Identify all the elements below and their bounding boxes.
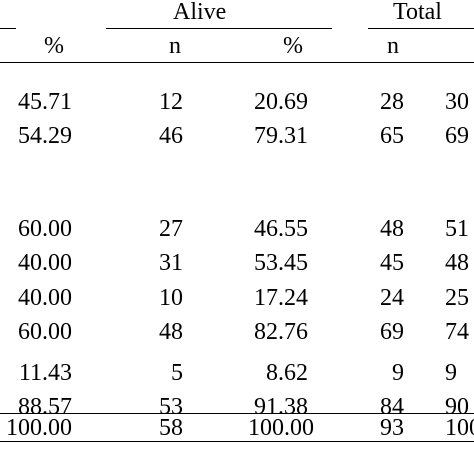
header-rule-left xyxy=(0,28,16,30)
table-cell: 10 xyxy=(159,285,183,311)
total-rule xyxy=(0,413,474,415)
table-cell: 48 xyxy=(445,250,469,276)
header-alive: Alive xyxy=(173,0,227,25)
table-cell: 40.00 xyxy=(18,285,72,311)
col-percent-alive: % xyxy=(283,33,303,59)
bottom-rule xyxy=(0,441,474,443)
table-cell: 46.55 xyxy=(254,216,308,242)
table-cell: 69 xyxy=(380,319,404,345)
table-cell: 9 xyxy=(392,360,404,386)
table-cell: 69 xyxy=(445,123,469,149)
table-cell: 88.57 xyxy=(18,394,72,420)
table-cell: 31 xyxy=(159,250,183,276)
header-rule-alive xyxy=(106,28,332,30)
total-cell: 58 xyxy=(159,415,183,441)
table-cell: 53 xyxy=(159,394,183,420)
table-cell: 40.00 xyxy=(18,250,72,276)
col-percent-dead: % xyxy=(44,33,64,59)
total-cell: 93 xyxy=(380,415,404,441)
table-cell: 53.45 xyxy=(254,250,308,276)
table-cell: 48 xyxy=(159,319,183,345)
table-cell: 27 xyxy=(159,216,183,242)
table-cell: 17.24 xyxy=(254,285,308,311)
table-cell: 30 xyxy=(445,89,469,115)
table-cell: 5 xyxy=(171,360,183,386)
table-cell: 46 xyxy=(159,123,183,149)
table-cell: 90 xyxy=(445,394,469,420)
table-cell: 91.38 xyxy=(254,394,308,420)
header-total: Total xyxy=(393,0,442,25)
table-cell: 11.43 xyxy=(18,360,72,386)
table-cell: 84 xyxy=(380,394,404,420)
table-cell: 28 xyxy=(380,89,404,115)
col-n-total: n xyxy=(387,33,399,59)
table-cell: 20.69 xyxy=(254,89,308,115)
table-cell: 79.31 xyxy=(254,123,308,149)
total-cell: 100.00 xyxy=(6,415,72,441)
table-cell: 45.71 xyxy=(18,89,72,115)
table-cell: 65 xyxy=(380,123,404,149)
table-cell: 8.62 xyxy=(266,360,308,386)
table-cell: 24 xyxy=(380,285,404,311)
table-cell: 82.76 xyxy=(254,319,308,345)
table-cell: 12 xyxy=(159,89,183,115)
total-cell: 100.00 xyxy=(248,415,314,441)
table-cell: 54.29 xyxy=(18,123,72,149)
table-cell: 48 xyxy=(380,216,404,242)
table-cell: 25 xyxy=(445,285,469,311)
table-cell: 60.00 xyxy=(18,216,72,242)
table-cell: 74 xyxy=(445,319,469,345)
table-cell: 45 xyxy=(380,250,404,276)
header-rule-total xyxy=(368,28,474,30)
total-cell: 100 xyxy=(445,415,474,441)
table-cell: 60.00 xyxy=(18,319,72,345)
subheader-rule xyxy=(0,62,474,64)
table-cell: 51 xyxy=(445,216,469,242)
col-n-alive: n xyxy=(169,33,181,59)
table-cell: 9 xyxy=(445,360,457,386)
